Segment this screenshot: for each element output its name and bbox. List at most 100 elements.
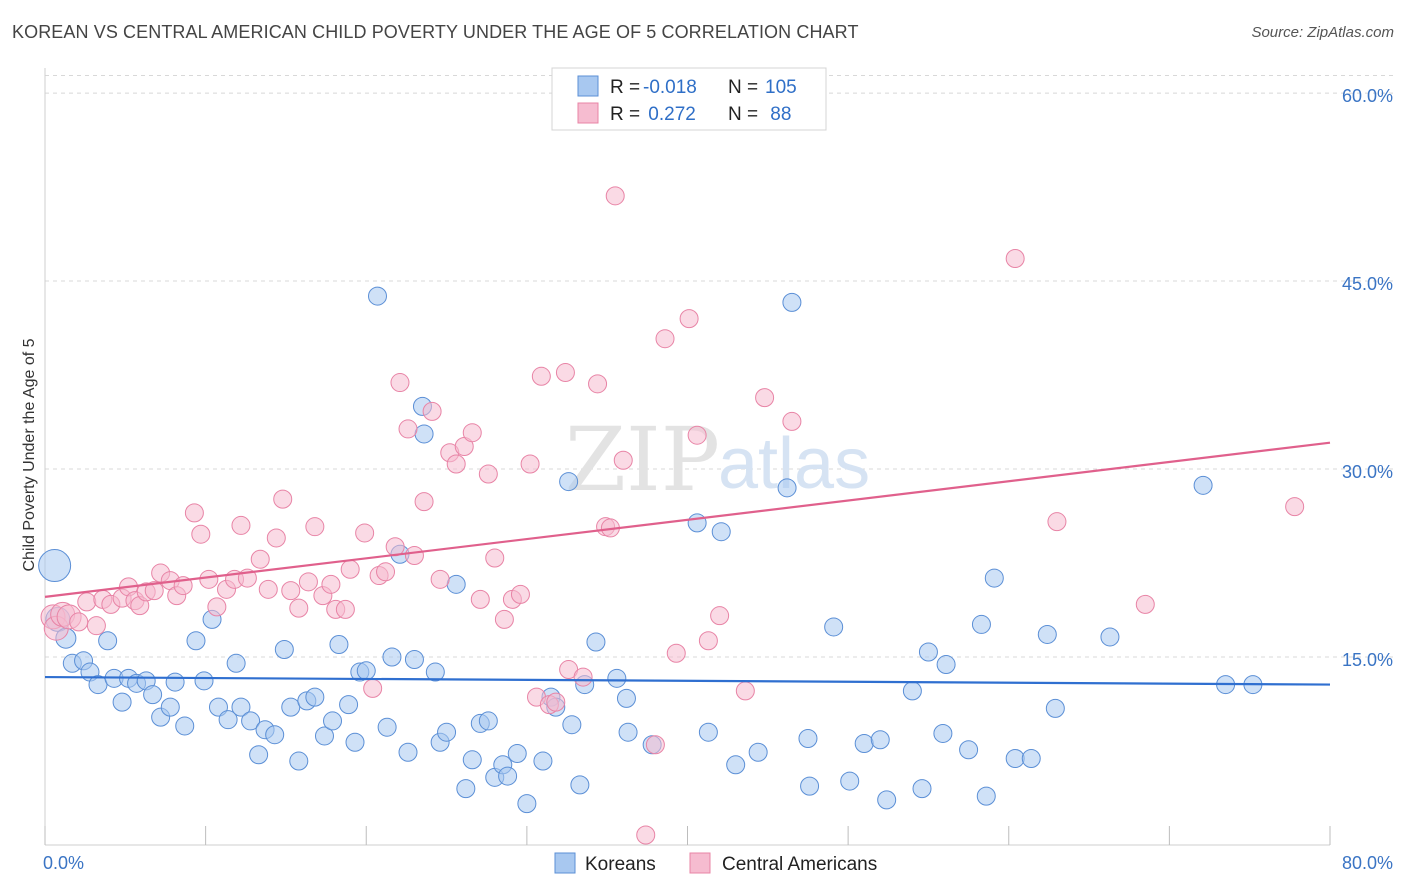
point-central-americans: [1047, 512, 1067, 532]
point-koreans: [208, 697, 228, 717]
series-central-americans-points: [40, 186, 1305, 845]
point-koreans: [726, 755, 746, 775]
point-koreans: [425, 662, 445, 682]
point-koreans: [398, 742, 418, 762]
point-central-americans: [422, 401, 442, 421]
x-tick-label: 0.0%: [43, 853, 84, 873]
point-central-americans: [398, 419, 418, 439]
point-koreans: [1037, 624, 1057, 644]
legend-r-value: 0.272: [643, 104, 696, 125]
point-koreans: [517, 794, 537, 814]
point-central-americans: [184, 503, 204, 523]
point-koreans: [345, 732, 365, 752]
axes: [44, 68, 1331, 846]
point-koreans: [616, 688, 636, 708]
point-central-americans: [77, 592, 97, 612]
legend-swatch-central-americans: [577, 102, 599, 124]
point-koreans: [562, 715, 582, 735]
point-koreans: [143, 685, 163, 705]
point-koreans: [231, 697, 251, 717]
point-central-americans: [207, 597, 227, 617]
point-koreans: [160, 697, 180, 717]
point-koreans: [367, 286, 387, 306]
point-koreans: [912, 779, 932, 799]
legend-n-label: N =: [728, 104, 758, 125]
point-koreans: [165, 672, 185, 692]
trendline-koreans: [44, 675, 1331, 686]
point-central-americans: [679, 309, 699, 329]
point-koreans: [218, 710, 238, 730]
point-koreans: [339, 695, 359, 715]
point-central-americans: [605, 186, 625, 206]
point-central-americans: [258, 579, 278, 599]
point-koreans: [748, 742, 768, 762]
point-central-americans: [1005, 248, 1025, 268]
point-koreans: [329, 634, 349, 654]
point-koreans: [274, 639, 294, 659]
point-central-americans: [266, 528, 286, 548]
point-central-americans: [698, 631, 718, 651]
point-central-americans: [555, 363, 575, 383]
legend: R = -0.018 N = 105 R = 0.272 N = 88: [551, 67, 827, 131]
point-koreans: [462, 750, 482, 770]
point-koreans: [782, 292, 802, 312]
legend-n-label: N =: [728, 77, 758, 98]
point-koreans: [241, 711, 261, 731]
point-koreans: [984, 568, 1004, 588]
point-central-americans: [645, 735, 665, 755]
point-koreans: [414, 424, 434, 444]
point-koreans: [854, 733, 874, 753]
point-koreans: [112, 692, 132, 712]
point-central-americans: [414, 492, 434, 512]
point-central-americans: [376, 562, 396, 582]
legend-r-value: -0.018: [643, 77, 697, 98]
point-koreans: [1021, 749, 1041, 769]
point-koreans: [711, 522, 731, 542]
point-koreans: [38, 549, 72, 583]
point-central-americans: [430, 569, 450, 589]
point-koreans: [249, 745, 269, 765]
legend-swatch-koreans: [577, 75, 599, 97]
point-koreans: [377, 717, 397, 737]
point-koreans: [698, 722, 718, 742]
point-koreans: [98, 631, 118, 651]
watermark-zip: ZIP: [565, 408, 720, 511]
point-koreans: [356, 661, 376, 681]
point-central-americans: [531, 366, 551, 386]
point-central-americans: [199, 569, 219, 589]
point-koreans: [533, 751, 553, 771]
point-koreans: [971, 614, 991, 634]
y-tick-label: 15.0%: [1342, 650, 1393, 670]
point-central-americans: [69, 612, 89, 632]
point-central-americans: [250, 549, 270, 569]
point-koreans: [382, 647, 402, 667]
trend-lines: [44, 441, 1331, 686]
point-central-americans: [494, 609, 514, 629]
point-koreans: [456, 779, 476, 799]
point-koreans: [877, 790, 897, 810]
point-central-americans: [321, 574, 341, 594]
point-central-americans: [613, 450, 633, 470]
point-central-americans: [735, 681, 755, 701]
point-koreans: [559, 472, 579, 492]
point-koreans: [618, 722, 638, 742]
legend-n-value: 105: [765, 77, 797, 98]
point-central-americans: [636, 825, 656, 845]
point-central-americans: [335, 599, 355, 619]
bottom-legend-koreans: Koreans: [585, 854, 656, 875]
point-koreans: [323, 711, 343, 731]
point-koreans: [507, 744, 527, 764]
point-central-americans: [1285, 497, 1305, 517]
point-central-americans: [470, 589, 490, 609]
point-koreans: [976, 786, 996, 806]
point-central-americans: [573, 667, 593, 687]
point-central-americans: [363, 678, 383, 698]
y-tick-label: 60.0%: [1342, 86, 1393, 106]
point-koreans: [687, 513, 707, 533]
legend-r-label: R =: [610, 104, 640, 125]
point-koreans: [186, 631, 206, 651]
watermark: ZIP atlas: [565, 408, 870, 511]
x-tick-label: 80.0%: [1342, 853, 1393, 873]
point-central-americans: [462, 423, 482, 443]
